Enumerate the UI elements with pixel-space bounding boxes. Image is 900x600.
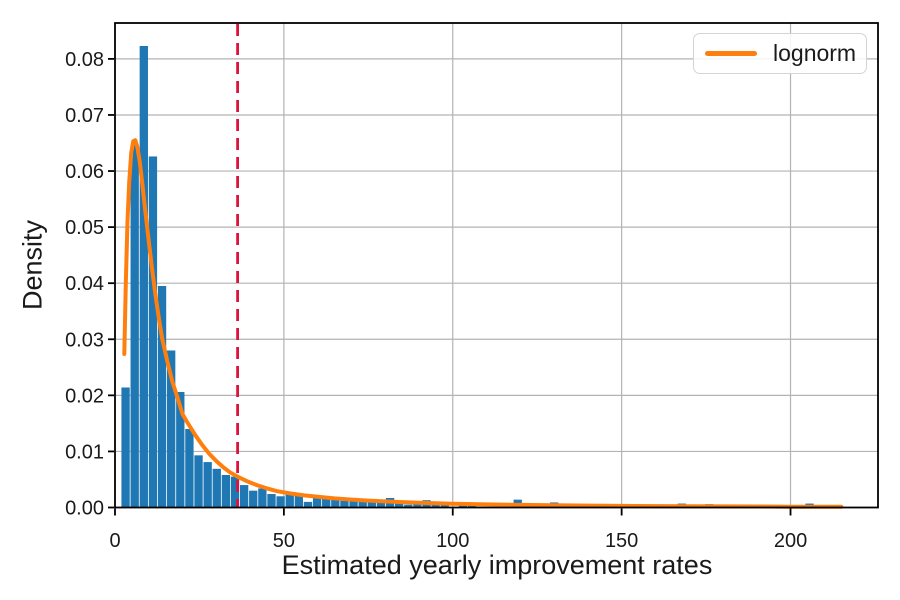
histogram-bar [203,462,212,508]
histogram-bar [239,485,249,508]
histogram-bar [121,387,130,508]
histogram-bar [249,490,258,508]
histogram-bar [331,499,340,508]
histogram-bar [367,501,376,508]
histogram-bar [358,499,367,508]
histogram-bar [322,496,331,508]
histogram-bar [376,501,386,508]
histogram-bar [276,496,285,508]
x-tick-label: 0 [109,530,120,552]
x-tick-label: 100 [436,530,469,552]
y-tick-label: 0.06 [65,161,104,183]
histogram-bar [130,144,139,508]
y-tick-label: 0.07 [65,105,104,127]
histogram-bar [230,476,240,508]
histogram-bar [413,503,422,508]
plot-spines [114,22,879,509]
histogram-bar [148,156,158,508]
histogram-bar [194,455,203,508]
lognorm-line-sample [705,51,757,56]
histogram-bar [285,492,294,508]
y-tick-label: 0.04 [65,273,104,295]
x-tick-label: 50 [273,530,295,552]
histogram-bar [349,497,358,508]
histogram-bar [212,468,221,508]
histogram-bar [395,501,404,508]
y-tick-label: 0.00 [65,498,104,520]
histogram-bar [185,428,194,508]
histogram-bar [294,494,304,508]
histogram-bar [267,494,276,508]
legend-label: lognorm [773,40,857,66]
x-axis-title: Estimated yearly improvement rates [281,550,713,580]
x-tick-label: 150 [605,530,638,552]
histogram-bar [139,45,148,508]
histogram-bar [340,500,349,508]
y-axis-title: Density [17,219,48,311]
y-tick-label: 0.02 [65,385,104,407]
histogram-bar [312,497,322,508]
y-tick-label: 0.05 [65,217,104,239]
legend: lognorm [693,33,867,74]
y-tick-label: 0.08 [65,49,104,71]
histogram-bar [157,285,167,508]
histogram-bar [303,501,313,508]
histogram-bar [258,488,267,508]
histogram-bar [167,350,176,508]
histogram-bar [221,474,231,508]
y-tick-label: 0.03 [65,329,104,351]
x-tick-label: 200 [774,530,807,552]
histogram-bar [176,391,185,508]
y-tick-label: 0.01 [65,441,104,463]
lognorm-curve [122,138,844,509]
histogram-bar [404,504,413,508]
